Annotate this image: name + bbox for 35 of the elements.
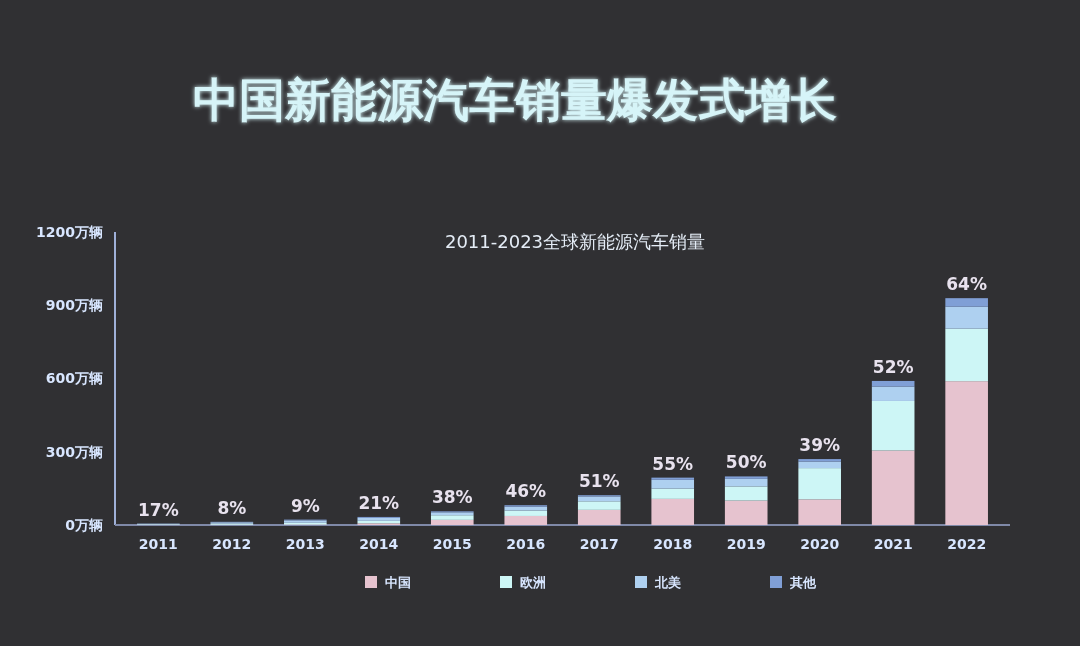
legend-label: 欧洲 <box>520 574 546 590</box>
x-tick-label: 2022 <box>947 536 987 552</box>
legend-label: 北美 <box>654 574 681 590</box>
annotation: 50% <box>725 452 767 473</box>
annotation: 17% <box>138 499 179 520</box>
annotation: 46% <box>505 481 547 502</box>
x-tick-label: 2014 <box>359 536 399 552</box>
legend-label: 其他 <box>789 574 817 590</box>
legend-label: 中国 <box>385 574 411 590</box>
x-tick-label: 2015 <box>432 536 472 552</box>
x-tick-label: 2013 <box>285 536 325 552</box>
annotation: 38% <box>431 487 473 508</box>
annotation: 9% <box>290 495 320 516</box>
y-tick-label: 1200万辆 <box>36 223 103 240</box>
annotation: 8% <box>217 497 247 518</box>
y-tick-label: 900万辆 <box>45 297 103 314</box>
chart-title: 中国新能源汽车销量爆发式增长 <box>193 73 837 127</box>
y-tick-label: 600万辆 <box>45 370 103 387</box>
x-tick-label: 2017 <box>579 536 619 552</box>
annotation: 51% <box>578 471 620 492</box>
annotation: 64% <box>946 274 987 295</box>
x-tick-label: 2020 <box>800 536 840 552</box>
x-tick-label: 2019 <box>726 536 766 552</box>
x-tick-label: 2018 <box>653 536 693 552</box>
x-tick-label: 2021 <box>873 536 913 552</box>
chart-subtitle: 2011-2023全球新能源汽车销量 <box>444 231 706 252</box>
x-tick-label: 2012 <box>212 536 252 552</box>
annotation: 55% <box>652 453 694 474</box>
annotation: 39% <box>799 435 841 456</box>
y-tick-label: 300万辆 <box>45 443 103 460</box>
y-tick-label: 0万辆 <box>65 516 103 533</box>
annotation: 21% <box>358 492 400 513</box>
annotation: 52% <box>872 356 914 377</box>
x-tick-label: 2011 <box>138 536 178 552</box>
x-tick-label: 2016 <box>506 536 546 552</box>
